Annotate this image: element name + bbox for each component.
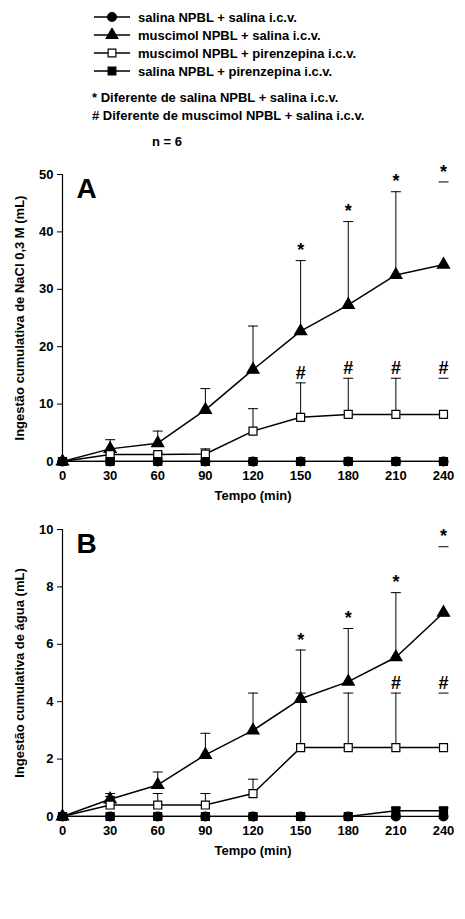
svg-text:8: 8 <box>46 579 53 594</box>
svg-text:0: 0 <box>59 823 66 838</box>
html-text:salina NPBL + pirenzepina i.c.: salina NPBL + pirenzepina i.c.v. <box>138 63 333 79</box>
svg-text:10: 10 <box>39 396 53 411</box>
svg-text:0: 0 <box>46 454 53 469</box>
html-text:* Diferente de salina NPBL + s: * Diferente de salina NPBL + salina i.c.… <box>92 90 339 105</box>
html-text:muscimol NPBL + salina i.c.v.: muscimol NPBL + salina i.c.v. <box>138 27 321 43</box>
svg-text:*: * <box>297 240 304 260</box>
svg-text:30: 30 <box>39 281 53 296</box>
svg-text:*: * <box>392 572 399 592</box>
svg-text:B: B <box>77 528 97 559</box>
svg-text:90: 90 <box>198 468 212 483</box>
html-text:muscimol NPBL + pirenzepina i.: muscimol NPBL + pirenzepina i.c.v. <box>138 45 357 61</box>
html-text:salina NPBL + salina i.c.v.: salina NPBL + salina i.c.v. <box>138 9 297 25</box>
svg-text:30: 30 <box>103 468 117 483</box>
svg-text:0: 0 <box>46 809 53 824</box>
svg-text:A: A <box>77 173 97 204</box>
svg-text:#: # <box>296 363 306 383</box>
html-text:# Diferente de muscimol NPBL +: # Diferente de muscimol NPBL + salina i.… <box>92 108 365 123</box>
svg-text:40: 40 <box>39 224 53 239</box>
svg-text:Tempo (min): Tempo (min) <box>214 488 291 503</box>
svg-text:10: 10 <box>39 522 53 537</box>
svg-text:240: 240 <box>433 823 455 838</box>
svg-text:#: # <box>438 358 448 378</box>
svg-text:90: 90 <box>198 823 212 838</box>
svg-text:Tempo (min): Tempo (min) <box>214 843 291 858</box>
svg-text:#: # <box>391 358 401 378</box>
svg-text:0: 0 <box>59 468 66 483</box>
svg-text:*: * <box>392 171 399 191</box>
svg-text:50: 50 <box>39 167 53 182</box>
svg-text:180: 180 <box>337 468 359 483</box>
svg-text:30: 30 <box>103 823 117 838</box>
svg-text:#: # <box>391 673 401 693</box>
svg-text:120: 120 <box>242 823 264 838</box>
svg-text:240: 240 <box>433 468 455 483</box>
svg-text:210: 210 <box>385 823 407 838</box>
svg-text:60: 60 <box>151 468 165 483</box>
svg-text:60: 60 <box>151 823 165 838</box>
svg-text:*: * <box>345 201 352 221</box>
svg-text:20: 20 <box>39 339 53 354</box>
html-text:n = 6: n = 6 <box>152 134 182 149</box>
svg-text:2: 2 <box>46 751 53 766</box>
svg-text:120: 120 <box>242 468 264 483</box>
svg-text:150: 150 <box>290 468 312 483</box>
svg-text:#: # <box>438 673 448 693</box>
svg-text:180: 180 <box>337 823 359 838</box>
svg-text:#: # <box>343 358 353 378</box>
svg-text:Ingestão cumulativa de NaCl 0,: Ingestão cumulativa de NaCl 0,3 M (mL) <box>12 196 27 441</box>
svg-text:4: 4 <box>46 694 54 709</box>
svg-text:6: 6 <box>46 636 53 651</box>
svg-text:Ingestão cumulativa de água (m: Ingestão cumulativa de água (mL) <box>12 568 27 778</box>
svg-text:*: * <box>440 526 447 546</box>
svg-text:*: * <box>440 162 447 182</box>
svg-text:210: 210 <box>385 468 407 483</box>
svg-text:150: 150 <box>290 823 312 838</box>
svg-text:*: * <box>297 630 304 650</box>
svg-text:*: * <box>345 608 352 628</box>
